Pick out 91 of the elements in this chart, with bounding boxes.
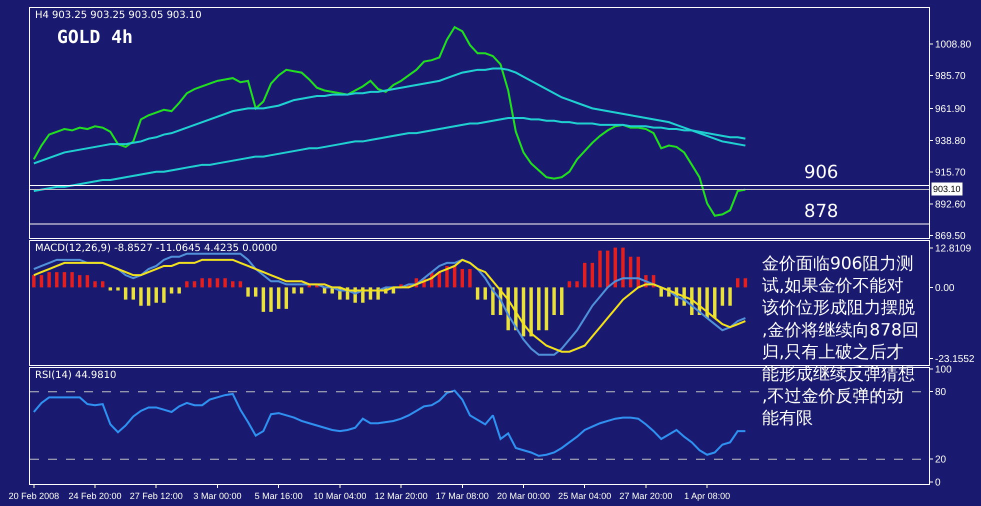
- bar: [124, 287, 128, 300]
- y-tick-label: 0.00: [935, 282, 955, 294]
- bar: [292, 287, 296, 294]
- bar: [154, 287, 158, 303]
- bar: [47, 272, 51, 288]
- bar: [132, 287, 136, 300]
- bar: [223, 278, 227, 288]
- bar: [568, 281, 572, 288]
- bar: [284, 287, 288, 309]
- bar: [575, 281, 579, 288]
- x-tick-label: 3 Mar 00:00: [193, 490, 242, 501]
- bar: [590, 262, 594, 288]
- bar: [476, 287, 480, 300]
- x-tick-label: 5 Mar 16:00: [254, 490, 303, 501]
- bar: [606, 250, 610, 288]
- bar: [238, 281, 242, 288]
- bar: [231, 281, 234, 288]
- x-tick-label: 27 Mar 20:00: [619, 490, 672, 501]
- bar: [621, 248, 625, 288]
- bar: [32, 275, 36, 288]
- bar: [185, 281, 189, 288]
- bar: [177, 287, 181, 294]
- chart-title: MACD(12,26,9) -8.8527 -11.0645 4.4235 0.0000: [35, 243, 278, 254]
- bar: [276, 287, 280, 309]
- x-tick-label: 10 Mar 04:00: [313, 490, 366, 501]
- bar: [86, 275, 90, 288]
- x-tick-label: 12 Mar 20:00: [374, 490, 428, 501]
- x-tick-label: 20 Mar 00:00: [496, 490, 550, 501]
- ref-line-label: 878: [804, 201, 838, 222]
- x-tick-label: 1 Apr 08:00: [684, 490, 730, 501]
- bar: [438, 272, 442, 288]
- bar: [582, 262, 586, 288]
- y-tick-label: 985.70: [935, 71, 966, 82]
- bar: [560, 287, 564, 315]
- bar: [736, 278, 740, 288]
- y-tick-label: 100: [935, 364, 952, 376]
- y-tick-label: 938.80: [935, 136, 966, 147]
- bar: [216, 278, 220, 288]
- chart-title: RSI(14) 44.9810: [35, 370, 116, 381]
- bar: [484, 287, 487, 300]
- bar: [139, 287, 143, 306]
- y-tick-label: 80: [935, 387, 947, 398]
- ref-line-label: 906: [804, 162, 838, 183]
- bar: [254, 287, 258, 297]
- bar: [55, 272, 58, 288]
- bar: [262, 287, 266, 312]
- x-tick-label: 17 Mar 08:00: [436, 490, 489, 501]
- bar: [537, 287, 541, 330]
- bar: [100, 281, 104, 288]
- y-tick-label: 20: [935, 454, 947, 466]
- bar: [62, 272, 66, 288]
- bar: [529, 287, 533, 336]
- bar: [170, 287, 174, 294]
- x-tick-label: 27 Feb 12:00: [130, 490, 183, 501]
- bar: [108, 287, 112, 290]
- y-tick-label: 915.70: [935, 168, 966, 179]
- bar: [78, 275, 82, 288]
- bar: [200, 278, 204, 288]
- y-tick-label: 961.90: [935, 104, 966, 116]
- text: GOLD 4h: [57, 27, 133, 48]
- bar: [460, 269, 464, 288]
- bar: [208, 278, 212, 288]
- bar: [452, 266, 456, 288]
- y-tick-label: 892.60: [935, 199, 966, 210]
- bar: [744, 278, 748, 288]
- bar: [552, 287, 556, 315]
- bar: [468, 269, 472, 288]
- bar: [728, 287, 732, 306]
- y-tick-label: 869.50: [935, 231, 966, 242]
- y-tick-label: 1008.80: [935, 39, 972, 50]
- bar: [614, 248, 618, 288]
- line-series: [32, 26, 746, 217]
- bar: [544, 287, 548, 330]
- bar: [70, 272, 74, 288]
- bar: [628, 256, 632, 288]
- ref-line-label: 903.10: [933, 184, 961, 194]
- line-series: [32, 390, 746, 457]
- x-tick-label: 20 Feb 2008: [8, 490, 60, 501]
- bar: [162, 287, 166, 303]
- bar: [146, 287, 150, 306]
- bar: [713, 287, 716, 318]
- y-tick-label: -23.1552: [935, 354, 975, 365]
- bar: [246, 287, 250, 297]
- x-tick-label: 24 Feb 20:00: [68, 490, 122, 501]
- chart-subtitle: H4 903.25 903.25 903.05 903.10: [35, 10, 202, 21]
- bar: [720, 287, 724, 306]
- y-tick-label: 0: [935, 477, 941, 488]
- bar: [93, 281, 97, 288]
- y-tick-label: 12.8109: [935, 244, 972, 255]
- bar: [300, 287, 304, 294]
- x-tick-label: 25 Mar 04:00: [558, 490, 612, 501]
